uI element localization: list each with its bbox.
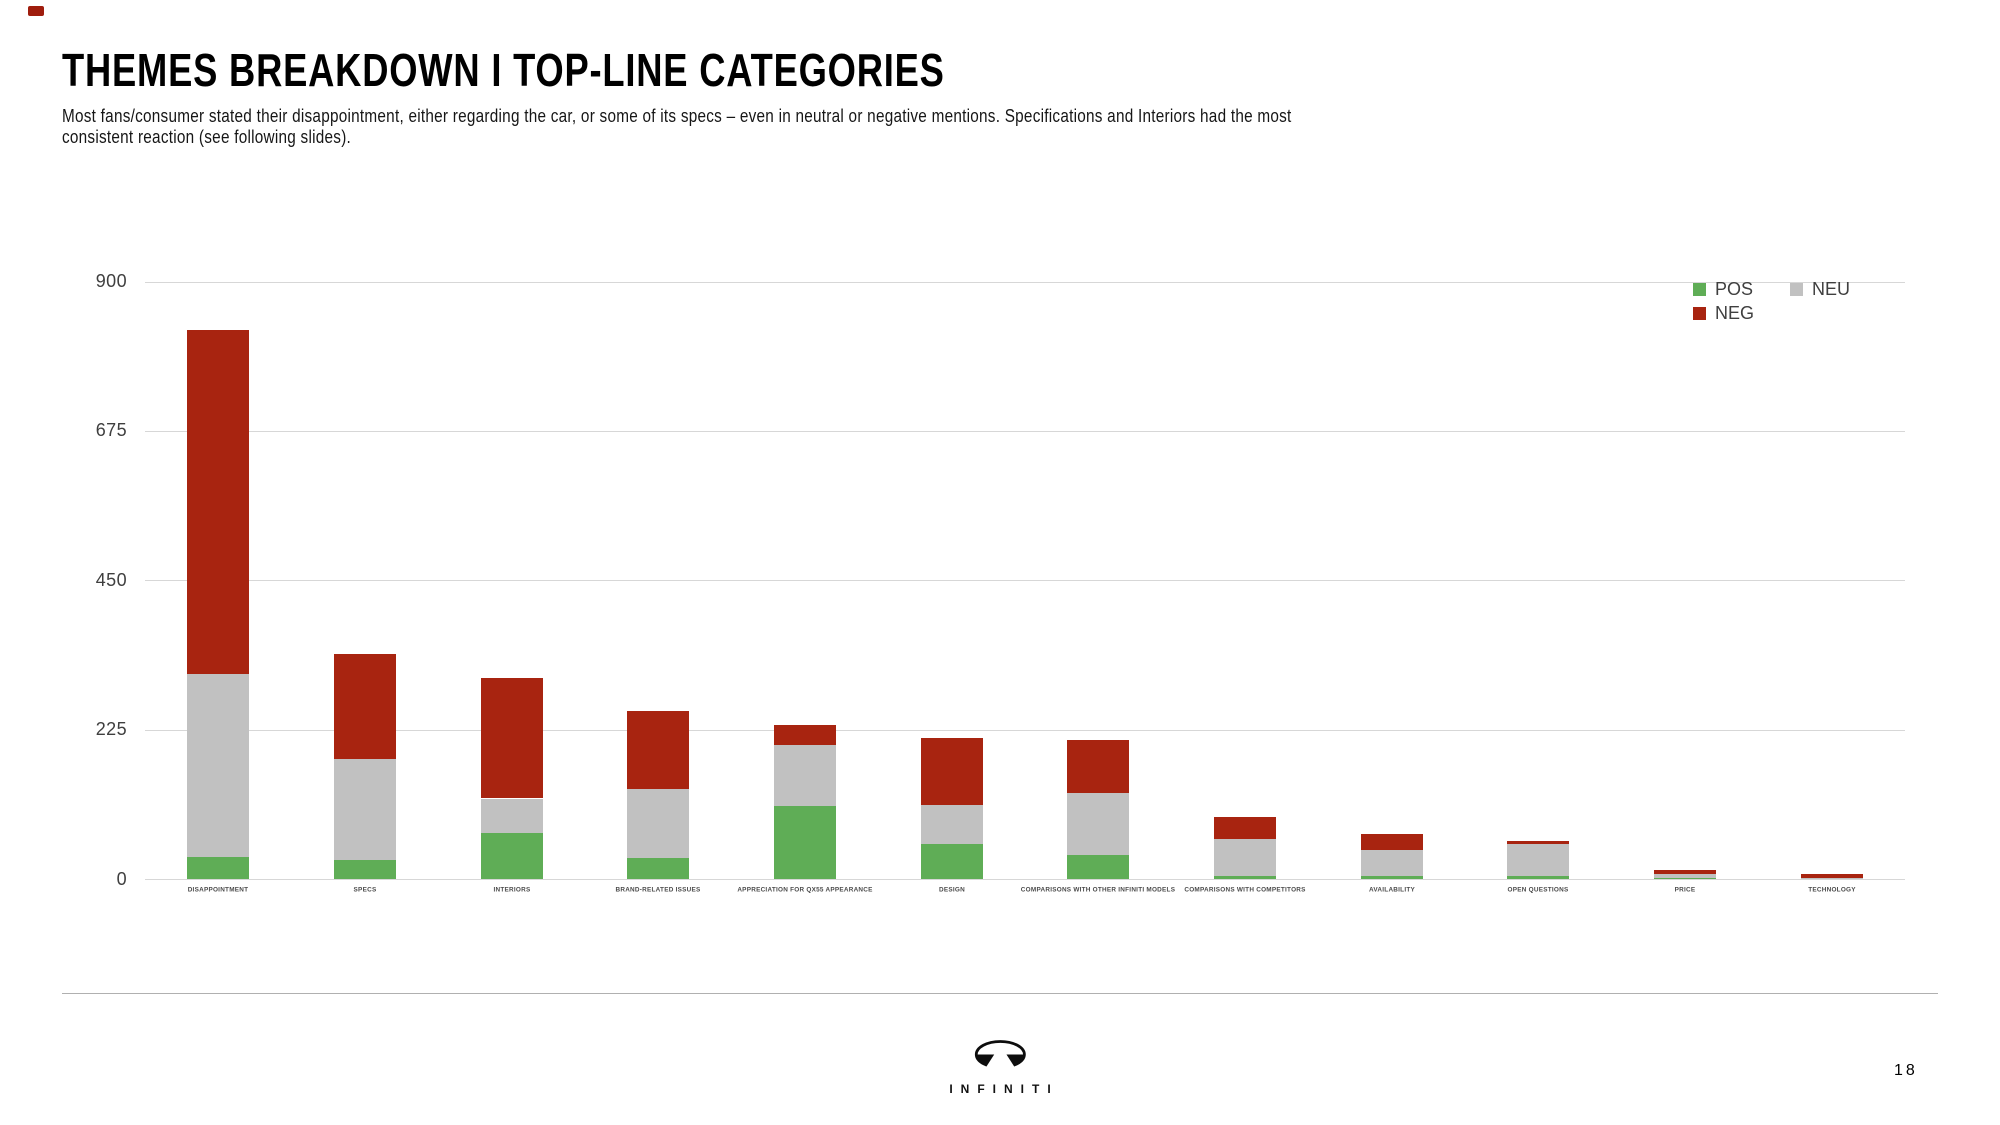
gridline-225 bbox=[145, 729, 1905, 731]
neg-swatch-icon bbox=[1693, 307, 1706, 320]
x-axis-category-label: COMPARISONS WITH OTHER INFINITI MODELS bbox=[1021, 885, 1176, 893]
bar-segment-pos-8 bbox=[1360, 875, 1423, 880]
bar-segment-neg-2 bbox=[480, 677, 543, 799]
bar-segment-neu-3 bbox=[627, 789, 690, 859]
gridline-0 bbox=[145, 879, 1905, 880]
bar-segment-pos-2 bbox=[480, 833, 543, 880]
x-axis-category-label: APPRECIATION FOR QX55 APPEARANCE bbox=[737, 885, 873, 893]
gridline-450 bbox=[145, 580, 1905, 582]
subtitle-line-2: consistent reaction (see following slide… bbox=[62, 127, 352, 147]
bar-segment-neu-8 bbox=[1360, 850, 1423, 876]
bar-segment-neg-7 bbox=[1214, 817, 1276, 839]
bar-segment-neu-11 bbox=[1800, 878, 1863, 880]
legend-label-neg: NEG bbox=[1715, 303, 1755, 323]
page-number: 18 bbox=[1894, 1062, 1918, 1079]
x-axis-category-label: INTERIORS bbox=[493, 885, 531, 893]
slide-subtitle: Most fans/consumer stated their disappoi… bbox=[62, 106, 1292, 148]
bar-segment-pos-5 bbox=[920, 844, 983, 880]
corner-logo-mark bbox=[28, 6, 44, 16]
bar-segment-neu-10 bbox=[1654, 873, 1716, 879]
bar-segment-pos-4 bbox=[774, 806, 836, 880]
bar-segment-pos-1 bbox=[334, 859, 396, 880]
x-axis-category-label: BRAND-RELATED ISSUES bbox=[615, 885, 701, 893]
bar-segment-neg-4 bbox=[774, 725, 836, 746]
x-axis-category-label: TECHNOLOGY bbox=[1807, 885, 1856, 893]
subtitle-line-1: Most fans/consumer stated their disappoi… bbox=[62, 106, 1292, 126]
legend-item-neg: NEG bbox=[1693, 303, 1790, 324]
footer-divider bbox=[62, 993, 1938, 994]
gridline-900 bbox=[145, 281, 1905, 283]
slide-title: THEMES BREAKDOWN I TOP-LINE CATEGORIES bbox=[62, 44, 945, 96]
legend-label-neu: NEU bbox=[1812, 279, 1851, 299]
legend-item-neu: NEU bbox=[1790, 279, 1850, 300]
bar-segment-neg-10 bbox=[1654, 869, 1716, 874]
y-axis-tick-label: 0 bbox=[116, 868, 127, 889]
bar-segment-neg-9 bbox=[1507, 840, 1570, 844]
y-axis-tick-label: 675 bbox=[95, 420, 127, 441]
neu-swatch-icon bbox=[1790, 283, 1803, 296]
bar-segment-pos-9 bbox=[1507, 876, 1570, 880]
bar-segment-neu-5 bbox=[920, 805, 983, 845]
infiniti-logo: INFINITI bbox=[941, 1040, 1058, 1096]
legend-item-pos: POS bbox=[1693, 279, 1790, 300]
bar-segment-neu-2 bbox=[480, 798, 543, 834]
bar-segment-neu-7 bbox=[1214, 839, 1276, 876]
bar-segment-neg-6 bbox=[1067, 740, 1130, 793]
chart-legend: POS NEU NEG bbox=[1693, 279, 1850, 324]
bar-segment-pos-3 bbox=[627, 858, 690, 880]
x-axis-category-label: OPEN QUESTIONS bbox=[1507, 885, 1569, 893]
x-axis-category-label: PRICE bbox=[1674, 885, 1696, 893]
x-axis-category-label: AVAILABILITY bbox=[1368, 885, 1415, 893]
pos-swatch-icon bbox=[1693, 283, 1706, 296]
bar-segment-neu-4 bbox=[774, 745, 836, 807]
bar-segment-neg-11 bbox=[1800, 873, 1863, 879]
bar-segment-neg-0 bbox=[187, 329, 250, 675]
bar-segment-neg-1 bbox=[334, 654, 396, 759]
y-axis-tick-label: 450 bbox=[95, 569, 127, 590]
gridline-675 bbox=[145, 430, 1905, 432]
y-axis-tick-label: 225 bbox=[95, 719, 127, 740]
bar-segment-pos-7 bbox=[1214, 875, 1276, 880]
infiniti-badge-icon bbox=[974, 1040, 1026, 1070]
y-axis-tick-label: 900 bbox=[95, 271, 127, 291]
bar-segment-neg-3 bbox=[627, 710, 690, 790]
bar-segment-neu-1 bbox=[334, 758, 396, 860]
bar-segment-neg-5 bbox=[920, 738, 983, 806]
bar-segment-neg-8 bbox=[1360, 834, 1423, 851]
infiniti-wordmark: INFINITI bbox=[949, 1082, 1059, 1096]
bar-segment-neu-0 bbox=[187, 674, 250, 857]
bar-segment-pos-0 bbox=[187, 856, 250, 880]
x-axis-category-label: SPECS bbox=[353, 885, 377, 893]
bar-segment-pos-10 bbox=[1654, 878, 1716, 880]
legend-label-pos: POS bbox=[1715, 279, 1754, 299]
bar-segment-neu-6 bbox=[1067, 792, 1130, 855]
bar-segment-neu-9 bbox=[1507, 843, 1570, 877]
x-axis-category-label: COMPARISONS WITH COMPETITORS bbox=[1184, 885, 1306, 893]
x-axis-category-label: DISAPPOINTMENT bbox=[188, 885, 249, 893]
bar-segment-pos-6 bbox=[1067, 854, 1130, 880]
x-axis-category-label: DESIGN bbox=[938, 885, 965, 893]
